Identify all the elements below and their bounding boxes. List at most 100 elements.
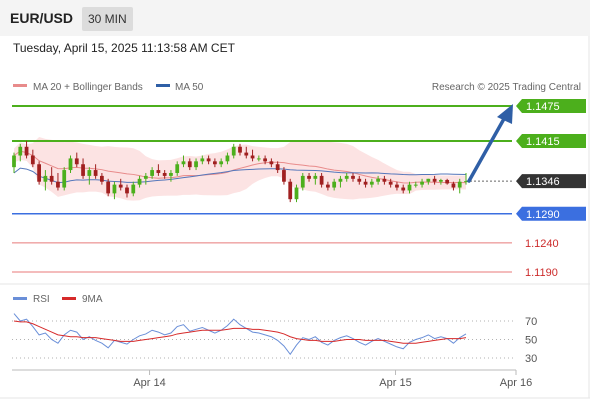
- candle: [313, 172, 318, 185]
- candle-body: [420, 181, 424, 185]
- candle: [351, 172, 355, 182]
- candle-body: [194, 161, 198, 168]
- x-tick-label: Apr 15: [379, 377, 411, 389]
- candle: [300, 172, 305, 191]
- level-tag-1-1290: 1.1290: [516, 206, 586, 221]
- candle: [200, 155, 205, 165]
- candle: [175, 161, 180, 176]
- candle: [307, 172, 311, 182]
- candle-body: [87, 170, 92, 176]
- candle: [37, 161, 41, 185]
- candle: [49, 167, 54, 185]
- candle-body: [326, 184, 330, 188]
- candle-body: [225, 155, 230, 162]
- candle-body: [363, 181, 368, 185]
- candle: [256, 155, 261, 162]
- level-tag-text: 1.1415: [526, 136, 560, 148]
- candle: [388, 178, 393, 188]
- ma50-legend-label: MA 50: [175, 82, 204, 93]
- candle-body: [181, 161, 186, 165]
- candle: [420, 178, 424, 188]
- candle-body: [382, 178, 387, 182]
- rsi-legend-swatch: [13, 297, 27, 300]
- candle-body: [150, 170, 154, 176]
- candle: [407, 181, 412, 194]
- candle: [282, 167, 286, 185]
- candle: [24, 140, 29, 159]
- candle-body: [30, 155, 35, 165]
- candle: [263, 155, 267, 165]
- x-axis: Apr 14 Apr 15 Apr 16: [133, 370, 532, 389]
- rsi-tick-label: 70: [525, 316, 537, 328]
- candle-body: [407, 184, 412, 191]
- x-tick-label: Apr 16: [500, 377, 532, 389]
- candle: [439, 178, 443, 185]
- candle-body: [131, 184, 136, 194]
- candle: [181, 155, 186, 168]
- candle-body: [74, 158, 79, 165]
- level-tag-bg: [516, 133, 586, 148]
- rsi-legend: RSI 9MA: [13, 294, 103, 305]
- candle: [156, 164, 161, 176]
- candle: [238, 143, 242, 156]
- level-tag-1-1415: 1.1415: [516, 133, 586, 148]
- candle-body: [162, 172, 167, 176]
- candle: [194, 158, 198, 171]
- candle-body: [100, 175, 104, 182]
- candle: [413, 181, 418, 188]
- candle: [100, 172, 104, 185]
- candle-body: [106, 181, 111, 194]
- candle: [118, 178, 123, 191]
- candle: [294, 184, 299, 203]
- rsi-tick-label: 30: [525, 353, 537, 365]
- candle-body: [49, 175, 54, 182]
- candle-body: [125, 187, 129, 194]
- candle: [125, 184, 129, 198]
- timeframe-button[interactable]: 30 MIN: [82, 7, 133, 31]
- level-tag-1-1475: 1.1475: [516, 99, 586, 113]
- candle: [56, 172, 60, 191]
- chart-datetime: Tuesday, April 15, 2025 11:13:58 AM CET: [13, 41, 235, 55]
- rsi-ma-legend-swatch: [62, 297, 76, 300]
- candle-body: [175, 164, 180, 173]
- candle: [81, 158, 85, 179]
- price-levels: [12, 105, 512, 273]
- candle-body: [319, 175, 324, 185]
- candle-body: [457, 181, 462, 188]
- candle-body: [288, 181, 293, 200]
- level-tag-text: 1.1475: [526, 101, 560, 113]
- candle: [68, 155, 73, 173]
- candle: [43, 170, 48, 191]
- candle: [269, 158, 274, 168]
- candle-body: [62, 170, 67, 188]
- candle-body: [156, 170, 161, 173]
- ma50-legend-swatch: [156, 84, 170, 87]
- candle-body: [219, 161, 224, 165]
- candle: [169, 170, 173, 182]
- candle-body: [24, 146, 29, 156]
- candle-body: [118, 184, 123, 188]
- candle-body: [263, 158, 267, 162]
- candle-body: [282, 170, 286, 182]
- candle-body: [451, 183, 456, 188]
- candle: [93, 164, 98, 179]
- candle: [363, 178, 368, 188]
- candle-body: [68, 158, 73, 171]
- candle: [432, 175, 437, 185]
- candle: [445, 178, 450, 185]
- ma20-legend-label: MA 20 + Bollinger Bands: [33, 82, 143, 93]
- candle: [162, 170, 167, 179]
- candle-body: [238, 146, 242, 153]
- projection-arrow: [467, 104, 513, 183]
- candle-body: [206, 158, 211, 162]
- candle: [338, 175, 343, 188]
- level-tag-text: 1.1346: [526, 176, 560, 188]
- candle: [150, 167, 154, 179]
- candle: [87, 167, 92, 185]
- symbol-title: EUR/USD: [10, 10, 74, 26]
- candle: [288, 178, 293, 203]
- candle-body: [332, 181, 337, 188]
- candlesticks: [12, 140, 468, 203]
- rsi-ma-legend-label: 9MA: [82, 294, 103, 305]
